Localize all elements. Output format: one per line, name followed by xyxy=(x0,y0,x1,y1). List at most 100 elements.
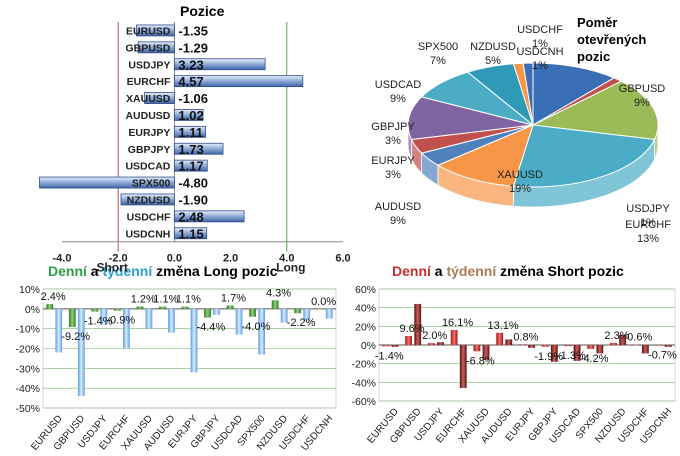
short-daily-bar-nzdusd xyxy=(610,342,617,345)
long-weekly-bar-nzdusd xyxy=(280,308,288,323)
value-label-usdchf: 2.48 xyxy=(178,209,203,224)
positions-chart-title: Pozice xyxy=(180,3,225,19)
long-y-tick-label: -40% xyxy=(15,383,40,395)
short-y-tick-label: -20% xyxy=(351,359,376,371)
short-weekly-bar-nzdusd xyxy=(619,334,627,345)
long-weekly-bar-eurchf xyxy=(123,308,130,349)
long-value-label-eurchf: -0.9% xyxy=(106,315,135,327)
long-weekly-bar-spx500 xyxy=(258,308,266,355)
short-weekly-bar-gbpjpy xyxy=(550,345,558,362)
category-label-usdchf: USDCHF xyxy=(127,211,171,223)
category-label-usdjpy: USDJPY xyxy=(128,59,170,71)
short-daily-bar-eurjpy xyxy=(519,344,526,345)
category-label-usdcnh: USDCNH xyxy=(125,228,170,240)
value-label-eurusd: -1.35 xyxy=(178,23,208,38)
pie-label-audusd: AUDUSD xyxy=(375,201,422,213)
long-weekly-bar-usdjpy xyxy=(100,308,108,325)
category-label-nzdusd: NZDUSD xyxy=(127,194,171,206)
pie-pct-xauusd: 19% xyxy=(509,183,531,195)
pie-pct-usdjpy: 1% xyxy=(640,217,656,229)
long-weekly-bar-eurjpy xyxy=(190,308,198,373)
long-y-tick-label: -20% xyxy=(15,344,40,356)
long-daily-bar-spx500 xyxy=(249,308,256,317)
x-tick-label: 4.0 xyxy=(279,253,294,265)
long-weekly-bar-usdcad xyxy=(235,308,243,335)
long-title-daily: Denní xyxy=(48,263,87,279)
category-label-audusd: AUDUSD xyxy=(125,110,170,122)
short-value-label-spx500: -4.2% xyxy=(580,353,609,365)
long-daily-bar-audusd xyxy=(159,306,166,309)
position-bar-gbpjpy xyxy=(173,142,224,155)
pie-label-nzdusd: NZDUSD xyxy=(470,41,516,53)
value-label-gbpusd: -1.29 xyxy=(178,40,208,55)
short-value-label-audusd: 13.1% xyxy=(487,320,518,332)
pie-slice-eurchf xyxy=(531,80,659,141)
long-daily-bar-usdcnh xyxy=(316,308,324,310)
short-value-label-nzdusd: 2.3% xyxy=(604,330,629,342)
short-y-tick-label: 0% xyxy=(361,340,376,352)
short-daily-bar-usdcnh xyxy=(655,345,663,346)
short-value-label-eurusd: -1.4% xyxy=(375,350,404,362)
long-daily-bar-eurjpy xyxy=(181,306,189,309)
x-tick-label: 2.0 xyxy=(223,253,238,265)
value-label-usdcad: 1.17 xyxy=(178,159,203,174)
short-value-label-gbpusd: 9.6% xyxy=(399,323,424,335)
value-label-eurjpy: 1.11 xyxy=(178,125,203,140)
pie-label-usdcad: USDCAD xyxy=(375,79,422,91)
short-y-tick-label: 20% xyxy=(355,321,376,333)
pie-label-gbpusd: GBPUSD xyxy=(619,83,666,95)
pie-slice-audusd xyxy=(436,124,534,187)
long-daily-bar-xauusd xyxy=(136,306,144,309)
category-label-eurjpy: EURJPY xyxy=(128,127,170,139)
long-daily-bar-gbpjpy xyxy=(204,308,211,318)
long-value-label-gbpjpy: -4.4% xyxy=(197,322,226,334)
category-label-spx500: SPX500 xyxy=(132,178,171,190)
position-bar-xauusd xyxy=(144,92,175,104)
pie-pct-spx500: 7% xyxy=(430,55,446,67)
position-bar-eurchf xyxy=(173,75,304,88)
short-value-label-eurjpy: 0.8% xyxy=(513,331,538,343)
value-label-xauusd: -1.06 xyxy=(178,91,208,106)
short-weekly-bar-usdchf xyxy=(641,345,649,354)
long-value-label-usdjpy: -1.4% xyxy=(84,316,113,328)
x-tick-label: -2.0 xyxy=(109,253,128,265)
short-label: Short xyxy=(97,261,128,275)
x-tick-label: 6.0 xyxy=(335,253,350,265)
long-value-label-usdcad: 1.7% xyxy=(221,292,246,304)
long-weekly-bar-xauusd xyxy=(145,308,153,329)
pie-pct-gbpjpy: 3% xyxy=(385,135,401,147)
short-title-daily: Denní xyxy=(392,263,431,279)
pie-slice-gbpusd xyxy=(532,62,616,126)
pie-label-usdcnh: USDCNH xyxy=(516,46,563,58)
long-weekly-bar-usdchf xyxy=(303,308,311,321)
value-label-spx500: -4.80 xyxy=(178,176,208,191)
category-label-gbpusd: GBPUSD xyxy=(125,42,170,54)
long-weekly-bar-gbpusd xyxy=(77,308,85,397)
short-y-tick-label: -40% xyxy=(351,377,376,389)
short-daily-bar-usdjpy xyxy=(427,343,435,345)
long-value-label-spx500: -4.0% xyxy=(242,321,271,333)
long-value-label-usdchf: -2.2% xyxy=(287,317,316,329)
pie-pct-audusd: 9% xyxy=(390,215,406,227)
long-y-tick-label: 10% xyxy=(19,284,40,296)
pie-label-usdjpy: USDJPY xyxy=(626,203,670,215)
long-value-label-eurjpy: 1.1% xyxy=(176,294,201,306)
short-value-label-xauusd: -6.8% xyxy=(466,355,495,367)
long-label: Long xyxy=(276,261,305,275)
short-daily-bar-usdcad xyxy=(564,345,572,347)
position-bar-eurusd xyxy=(136,24,175,37)
long-value-label-eurusd: 2.4% xyxy=(41,291,66,303)
position-bar-usdjpy xyxy=(173,58,266,71)
long-y-tick-label: -10% xyxy=(15,324,40,336)
long-daily-bar-usdchf xyxy=(294,308,302,314)
position-bar-usdcad xyxy=(173,159,208,172)
short-change-chart-title: Denní a týdenní změna Short pozic xyxy=(392,263,624,279)
long-title-weekly: týdenní xyxy=(102,263,153,279)
long-title-rest: změna Long pozic xyxy=(152,263,278,279)
category-label-eurusd: EURUSD xyxy=(126,25,171,37)
short-daily-bar-usdchf xyxy=(632,344,640,345)
short-daily-bar-xauusd xyxy=(473,345,481,352)
pie-slice-usdcnh xyxy=(522,62,534,126)
long-daily-bar-eurusd xyxy=(46,304,54,309)
position-bar-gbpusd xyxy=(137,41,175,54)
